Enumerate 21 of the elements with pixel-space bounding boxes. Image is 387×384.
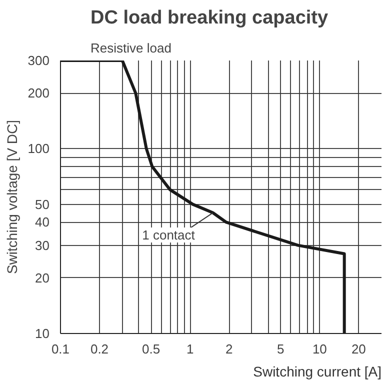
x-tick-label: 2 xyxy=(225,342,233,356)
x-tick-label: 1 xyxy=(186,342,194,356)
annotation: 1 contact xyxy=(142,228,196,243)
y-tick-label: 200 xyxy=(28,86,50,101)
chart-subtitle: Resistive load xyxy=(90,40,172,56)
y-tick-label: 50 xyxy=(35,196,50,212)
x-tick-label: 10 xyxy=(312,342,327,356)
x-tick-label: 0.2 xyxy=(90,342,109,356)
x-tick-label: 5 xyxy=(277,342,284,356)
x-tick-label: 20 xyxy=(351,342,366,356)
x-tick-label: 0.1 xyxy=(51,342,70,356)
chart-title: DC load breaking capacity xyxy=(90,8,329,28)
x-axis-title: Switching current [A] xyxy=(253,364,382,380)
y-tick-label: 30 xyxy=(35,238,50,253)
x-tick-label: 0.5 xyxy=(142,342,160,356)
y-tick-label: 100 xyxy=(28,141,50,156)
y-axis-title: Switching voltage [V DC] xyxy=(4,120,20,274)
y-tick-label: 40 xyxy=(35,214,50,230)
y-tick-label: 300 xyxy=(28,53,50,68)
y-tick-label: 20 xyxy=(35,270,50,286)
y-tick-label: 10 xyxy=(35,326,50,341)
